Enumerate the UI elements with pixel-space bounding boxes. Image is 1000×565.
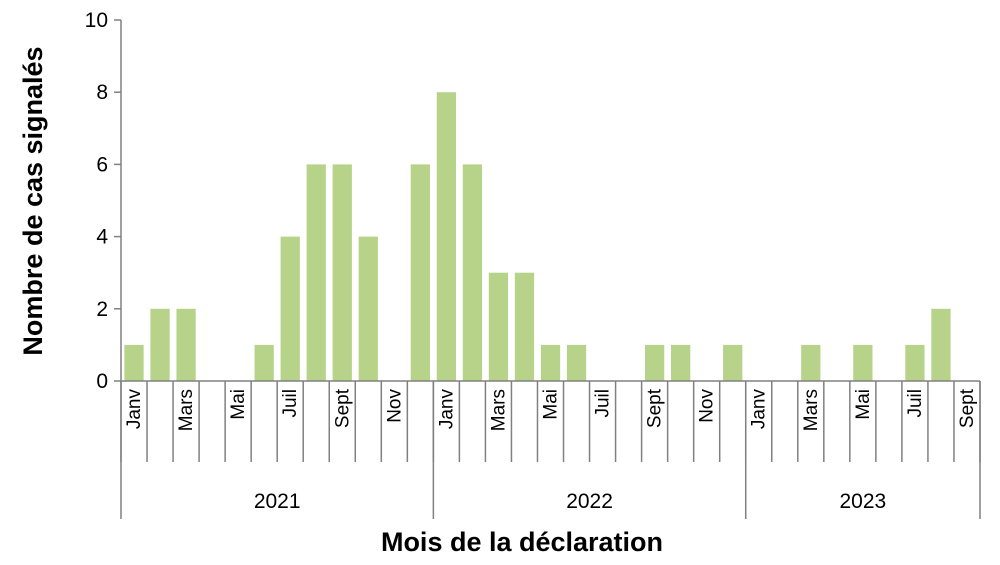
x-month-label: Janv	[124, 389, 145, 430]
x-month-label: Mars	[176, 389, 197, 431]
bar-26	[801, 344, 821, 381]
x-month-labels: Janv Mars Mai Juil Sept Nov Janv Mars Mai Juil Sep…	[124, 388, 978, 431]
bar-1	[150, 308, 170, 381]
y-tick-label: 4	[96, 226, 108, 249]
x-month-label: Janv	[436, 389, 457, 430]
x-axis-title: Mois de la déclaration	[381, 527, 663, 557]
x-month-label: Nov	[697, 389, 718, 423]
x-month-label: Nov	[384, 389, 405, 423]
bar-30	[905, 344, 925, 381]
x-month-label: Sept	[332, 388, 353, 428]
bar-14	[488, 272, 509, 381]
x-month-label: Sept	[645, 388, 666, 428]
bar-31	[931, 308, 951, 381]
bar-7	[306, 164, 326, 381]
x-month-label: Mars	[801, 389, 822, 431]
bar-2	[176, 308, 196, 381]
y-tick-labels: 0 2 4 6 8 10	[85, 9, 109, 393]
bar-28	[853, 344, 873, 381]
bar-0	[124, 344, 144, 381]
x-year-label: 2022	[566, 490, 613, 513]
x-month-label: Sept	[957, 388, 978, 428]
x-month-label: Janv	[749, 389, 770, 430]
bar-9	[358, 236, 378, 381]
bar-11	[410, 164, 430, 381]
bars-group	[124, 92, 951, 381]
y-tick-label: 6	[96, 153, 108, 176]
x-month-label: Mars	[488, 389, 509, 431]
bar-13	[462, 164, 483, 381]
x-year-label: 2023	[840, 490, 887, 513]
bar-12	[436, 92, 457, 381]
bar-5	[254, 344, 274, 381]
x-month-label: Juil	[280, 389, 301, 418]
bar-16	[540, 344, 561, 381]
y-tick-label: 8	[96, 81, 108, 104]
bar-6	[280, 236, 300, 381]
x-year-labels: 2021 2022 2023	[254, 490, 886, 513]
bar-21	[671, 344, 691, 381]
x-month-label: Mai	[853, 389, 874, 420]
x-month-label: Mai	[541, 389, 562, 420]
y-tick-label: 10	[85, 9, 108, 32]
bar-23	[723, 344, 743, 381]
bar-8	[332, 164, 352, 381]
x-month-label: Juil	[905, 389, 926, 418]
y-axis-title: Nombre de cas signalés	[18, 46, 48, 355]
x-month-label: Mai	[228, 389, 249, 420]
bar-20	[644, 344, 665, 381]
bar-15	[514, 272, 535, 381]
axes-group	[114, 19, 981, 519]
bar-17	[566, 344, 587, 381]
x-month-label: Juil	[593, 389, 614, 418]
y-tick-label: 0	[96, 370, 108, 393]
y-tick-label: 2	[96, 298, 108, 321]
x-year-label: 2021	[254, 490, 301, 513]
